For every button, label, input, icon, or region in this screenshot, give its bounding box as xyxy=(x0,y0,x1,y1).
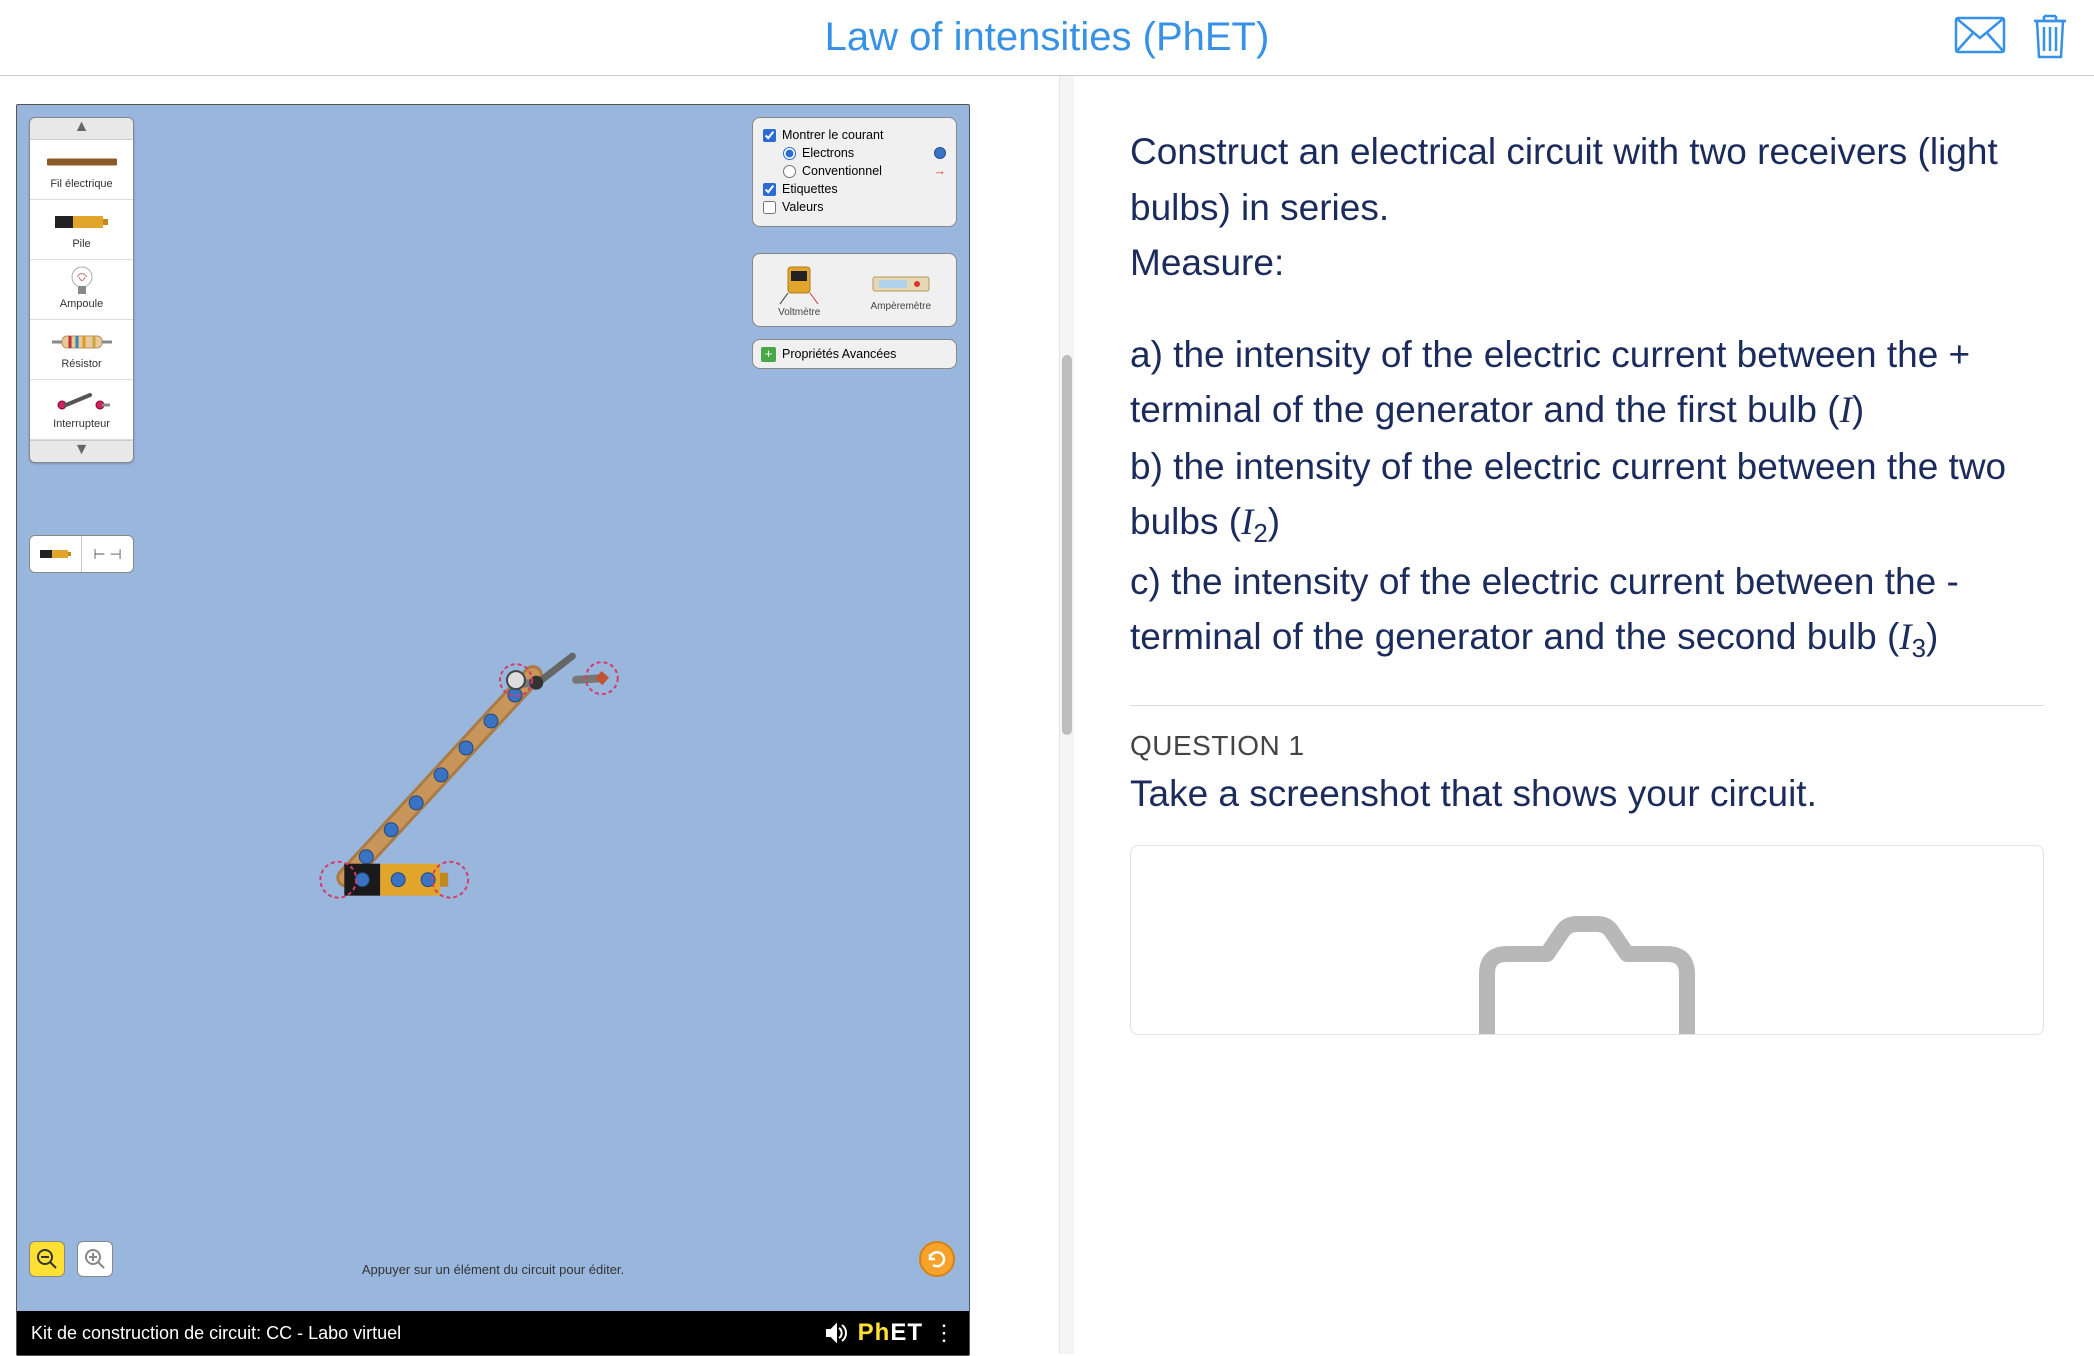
option-label: Valeurs xyxy=(782,200,823,214)
palette-item-wire[interactable]: Fil électrique xyxy=(30,140,133,200)
ammeter-icon xyxy=(869,269,933,299)
advanced-label: Propriétés Avancées xyxy=(782,347,896,361)
view-mode-realistic[interactable] xyxy=(30,536,82,572)
intro-paragraph: Construct an electrical circuit with two… xyxy=(1130,124,2044,291)
option-label: Montrer le courant xyxy=(782,128,883,142)
header-actions xyxy=(1954,11,2070,64)
intro-line-2: Measure: xyxy=(1130,242,1284,283)
resistor-icon xyxy=(52,329,112,355)
advanced-properties-toggle[interactable]: + Propriétés Avancées xyxy=(752,339,957,369)
tool-voltmeter[interactable]: Voltmètre xyxy=(776,263,822,318)
tool-label: Ampèremètre xyxy=(870,301,931,312)
edit-hint: Appuyer sur un élément du circuit pour é… xyxy=(17,1262,969,1277)
main-layout: ▲ Fil électrique Pile xyxy=(0,76,2094,1354)
option-values[interactable]: Valeurs xyxy=(763,198,946,216)
option-labels[interactable]: Etiquettes xyxy=(763,180,946,198)
palette-item-switch[interactable]: Interrupteur xyxy=(30,380,133,440)
radio-conventional[interactable] xyxy=(783,165,796,178)
conventional-arrow-icon: → xyxy=(934,164,947,178)
answer-upload-area[interactable] xyxy=(1130,845,2044,1035)
option-electrons[interactable]: Electrons xyxy=(763,144,946,162)
switch-icon xyxy=(52,389,112,415)
sim-footer: Kit de construction de circuit: CC - Lab… xyxy=(17,1311,969,1355)
checkbox-show-current[interactable] xyxy=(763,129,776,142)
palette-item-label: Résistor xyxy=(61,358,101,370)
simulation-pane: ▲ Fil électrique Pile xyxy=(0,76,1060,1354)
question-label: QUESTION 1 xyxy=(1130,730,2044,762)
instructions-pane: Construct an electrical circuit with two… xyxy=(1074,76,2094,1354)
wire-icon xyxy=(47,149,117,175)
plus-icon: + xyxy=(761,347,776,362)
palette-scroll-down[interactable]: ▼ xyxy=(30,440,133,462)
option-label: Etiquettes xyxy=(782,182,838,196)
phet-simulation[interactable]: ▲ Fil électrique Pile xyxy=(16,104,970,1356)
bulb-icon xyxy=(69,269,95,295)
question-text: Take a screenshot that shows your circui… xyxy=(1130,766,2044,822)
voltmeter-icon xyxy=(776,263,822,305)
radio-electrons[interactable] xyxy=(783,147,796,160)
pane-scrollbar[interactable] xyxy=(1060,76,1074,1354)
sound-icon xyxy=(824,1322,848,1344)
palette-item-battery[interactable]: Pile xyxy=(30,200,133,260)
reset-button[interactable] xyxy=(919,1241,955,1277)
section-divider xyxy=(1130,705,2044,706)
measure-items: a) the intensity of the electric current… xyxy=(1130,327,2044,669)
mail-icon[interactable] xyxy=(1954,16,2006,59)
palette-item-label: Pile xyxy=(72,238,90,250)
palette-item-bulb[interactable]: Ampoule xyxy=(30,260,133,320)
scrollbar-thumb[interactable] xyxy=(1062,355,1072,735)
view-mode-schematic[interactable]: ⊢ ⊣ xyxy=(82,536,133,572)
palette-scroll-up[interactable]: ▲ xyxy=(30,118,133,140)
tool-ammeter[interactable]: Ampèremètre xyxy=(869,269,933,312)
phet-branding[interactable]: PhET ⋮ xyxy=(824,1319,955,1347)
palette-item-label: Interrupteur xyxy=(53,418,110,430)
checkbox-values[interactable] xyxy=(763,201,776,214)
view-mode-toggle[interactable]: ⊢ ⊣ xyxy=(29,535,134,573)
palette-item-label: Fil électrique xyxy=(50,178,112,190)
battery-icon xyxy=(53,209,111,235)
option-show-current[interactable]: Montrer le courant xyxy=(763,126,946,144)
phet-logo-text: PhET xyxy=(858,1319,923,1347)
header-bar: Law of intensities (PhET) xyxy=(0,0,2094,76)
palette-item-resistor[interactable]: Résistor xyxy=(30,320,133,380)
electron-icon xyxy=(934,147,946,159)
palette-item-label: Ampoule xyxy=(60,298,103,310)
option-label: Electrons xyxy=(802,146,854,160)
sim-title: Kit de construction de circuit: CC - Lab… xyxy=(31,1323,401,1344)
trash-icon[interactable] xyxy=(2030,11,2070,64)
camera-placeholder-icon xyxy=(1457,914,1717,1034)
component-palette: ▲ Fil électrique Pile xyxy=(29,117,134,463)
checkbox-labels[interactable] xyxy=(763,183,776,196)
instruments-panel: Voltmètre Ampèremètre xyxy=(752,253,957,327)
page-title: Law of intensities (PhET) xyxy=(825,15,1270,60)
intro-line-1: Construct an electrical circuit with two… xyxy=(1130,131,1998,228)
display-options-panel: Montrer le courant Electrons Conventionn… xyxy=(752,117,957,227)
option-conventional[interactable]: Conventionnel → xyxy=(763,162,946,180)
option-label: Conventionnel xyxy=(802,164,882,178)
tool-label: Voltmètre xyxy=(778,307,820,318)
phet-menu-icon[interactable]: ⋮ xyxy=(933,1320,955,1346)
